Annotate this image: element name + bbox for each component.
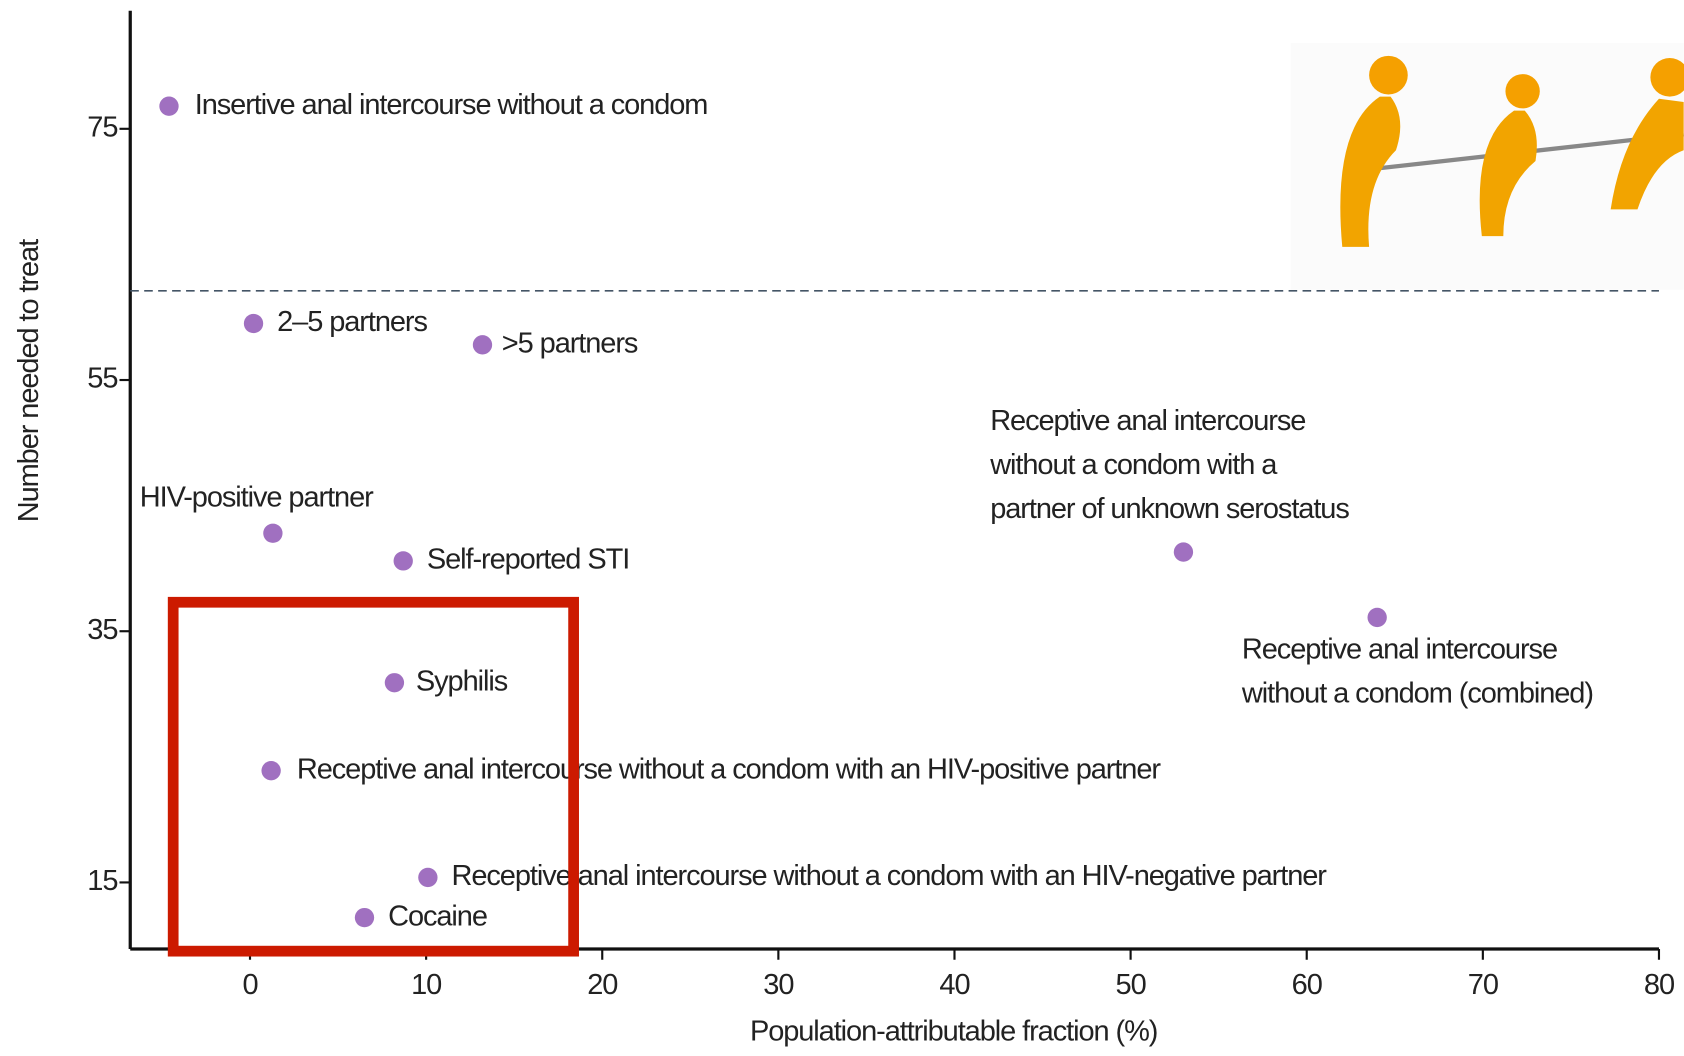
point: [159, 97, 178, 116]
point-label: Receptive anal intercourse without a con…: [297, 753, 1161, 785]
point: [1174, 542, 1193, 561]
point-label: Syphilis: [416, 665, 508, 697]
point-label: HIV-positive partner: [140, 482, 374, 514]
point: [385, 673, 404, 692]
x-tick-label: 70: [1468, 969, 1498, 1001]
point-label: without a condom with a: [989, 449, 1278, 481]
x-tick-label: 60: [1292, 969, 1322, 1001]
y-tick-label: 15: [87, 865, 117, 897]
point: [418, 868, 437, 887]
point-label: Cocaine: [388, 900, 487, 932]
point: [394, 551, 413, 570]
point: [244, 314, 263, 333]
point-label: Insertive anal intercourse without a con…: [195, 89, 708, 121]
point-label: Self-reported STI: [427, 544, 629, 576]
x-tick-label: 40: [939, 969, 969, 1001]
chart: Population-attributable fraction (%) Num…: [0, 0, 1684, 1051]
point: [1368, 608, 1387, 627]
y-axis-label: Number needed to treat: [13, 239, 45, 522]
point-label: 2–5 partners: [277, 306, 427, 338]
x-tick-label: 50: [1116, 969, 1146, 1001]
point: [473, 335, 492, 354]
point-label: partner of unknown serostatus: [990, 493, 1349, 525]
illustration: [1291, 43, 1684, 290]
y-tick-label: 75: [87, 111, 117, 143]
x-tick-label: 30: [763, 969, 793, 1001]
x-tick-label: 0: [242, 969, 257, 1001]
point: [263, 524, 282, 543]
x-tick-label: 20: [587, 969, 617, 1001]
y-tick-label: 55: [87, 363, 117, 395]
x-tick-label: 10: [411, 969, 441, 1001]
point: [355, 908, 374, 927]
point-label: Receptive anal intercourse: [990, 405, 1305, 437]
y-tick-label: 35: [87, 614, 117, 646]
x-tick-label: 80: [1644, 969, 1674, 1001]
point-label: without a condom (combined): [1241, 677, 1593, 709]
point-label: Receptive anal intercourse: [1242, 633, 1557, 665]
point: [261, 761, 280, 780]
x-axis-label: Population-attributable fraction (%): [750, 1015, 1157, 1047]
point-label: >5 partners: [502, 328, 638, 360]
point-label: Receptive anal intercourse without a con…: [452, 860, 1328, 892]
